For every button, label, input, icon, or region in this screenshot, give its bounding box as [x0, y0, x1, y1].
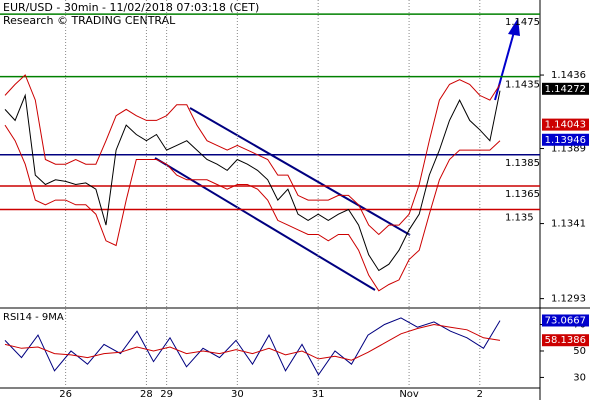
series-line — [4, 317, 501, 376]
price-marker-label: 1.14043 — [545, 120, 586, 131]
x-tick-label: 28 — [140, 389, 153, 400]
x-tick-label: 31 — [312, 389, 325, 400]
level-label: 1.1475 — [505, 17, 540, 28]
y-tick-label: 1.1389 — [551, 144, 586, 155]
rsi-title: RSI14 - 9MA — [3, 312, 64, 323]
price-marker — [542, 334, 589, 347]
y-tick-label: 1.1436 — [551, 70, 586, 81]
x-tick-label: Nov — [399, 389, 419, 400]
price-marker-label: 58.1386 — [545, 335, 586, 346]
series-line — [4, 323, 501, 361]
arrow-head — [508, 18, 520, 36]
y-tick-label: 1.1293 — [551, 294, 586, 305]
series-line — [4, 90, 501, 272]
arrow — [494, 18, 520, 101]
channel-upper — [189, 107, 411, 236]
level-label: 1.1435 — [505, 80, 540, 91]
price-marker — [542, 314, 589, 327]
price-marker — [542, 133, 589, 146]
price-marker-label: 1.14272 — [545, 84, 586, 95]
chart-title: EUR/USD - 30min - 11/02/2018 07:03:18 (C… — [3, 1, 259, 14]
price-marker — [542, 118, 589, 131]
price-marker-label: 73.0667 — [545, 315, 586, 326]
source: Research © TRADING CENTRAL — [3, 14, 176, 27]
level-label: 1.135 — [505, 213, 534, 224]
x-tick-label: 26 — [59, 389, 72, 400]
y-tick-label: 30 — [573, 372, 586, 383]
x-tick-label: 30 — [231, 389, 244, 400]
series-line — [4, 124, 501, 292]
price-marker-label: 1.13946 — [545, 135, 586, 146]
series-line — [4, 74, 501, 236]
level-label: 1.1385 — [505, 158, 540, 169]
level-label: 1.1365 — [505, 189, 540, 200]
arrow-shaft — [494, 31, 515, 101]
y-tick-label: 1.1341 — [551, 219, 586, 230]
price-marker — [542, 82, 589, 95]
x-tick-label: 2 — [477, 389, 483, 400]
x-tick-label: 29 — [160, 389, 173, 400]
y-tick-label: 50 — [573, 346, 586, 357]
